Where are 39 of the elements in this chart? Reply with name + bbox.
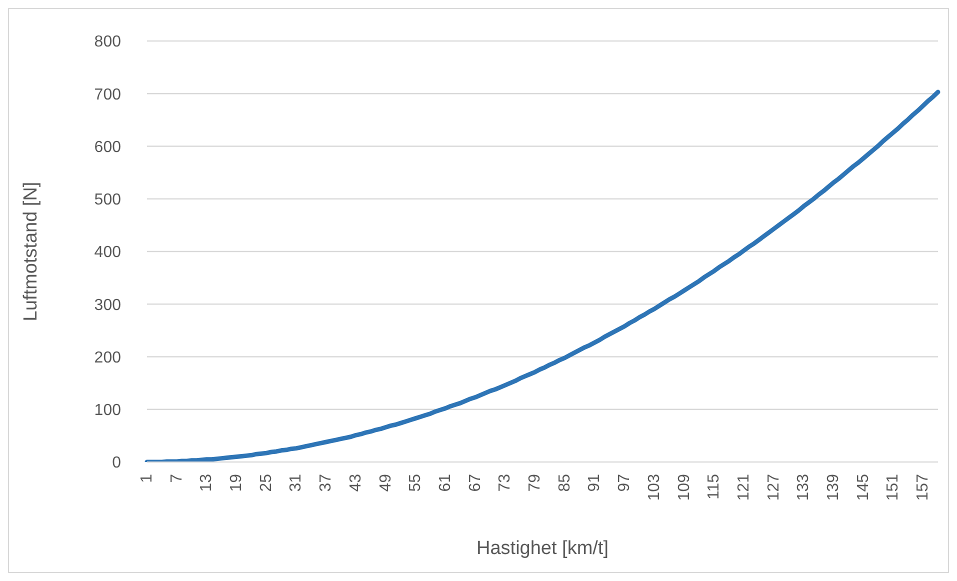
y-tick-label: 100 [94,402,122,420]
x-tick-label: 31 [288,474,305,492]
y-axis-title: Luftmotstand [N] [20,182,42,322]
x-tick-label: 145 [854,474,872,501]
x-tick-label: 13 [198,474,216,492]
y-tick-label: 600 [94,138,122,156]
x-tick-label: 43 [347,474,364,492]
y-tick-label: 800 [94,34,122,51]
y-tick-label: 300 [94,296,122,314]
x-tick-label: 61 [436,474,454,492]
x-tick-label: 1 [138,474,156,483]
x-tick-label: 67 [466,474,484,492]
x-tick-label: 97 [616,474,634,492]
x-tick-label: 127 [765,474,782,501]
x-tick-label: 91 [586,474,604,492]
x-tick-label: 139 [825,474,842,501]
x-tick-label: 19 [228,474,246,492]
x-tick-label: 7 [168,474,186,483]
x-tick-label: 133 [795,474,812,501]
y-tick-label: 500 [94,192,122,209]
y-tick-label: 700 [94,86,122,104]
x-axis-title: Hastighet [km/t] [476,538,608,559]
x-tick-label: 85 [556,474,574,492]
x-tick-label: 103 [646,474,663,501]
x-tick-label: 55 [407,474,424,492]
x-tick-label: 151 [884,474,902,501]
x-tick-label: 79 [526,474,544,492]
x-tick-label: 37 [318,474,335,492]
x-tick-label: 115 [706,474,723,500]
x-tick-label: 121 [735,474,752,501]
y-tick-label: 200 [94,349,122,366]
x-tick-label: 109 [676,474,693,501]
line-series [144,90,940,462]
x-tick-label: 25 [258,474,275,492]
x-tick-label: 73 [496,474,514,492]
x-tick-label: 157 [914,474,932,501]
y-tick-label: 400 [94,244,122,262]
y-tick-label: 0 [112,454,122,472]
x-tick-label: 49 [377,474,394,492]
